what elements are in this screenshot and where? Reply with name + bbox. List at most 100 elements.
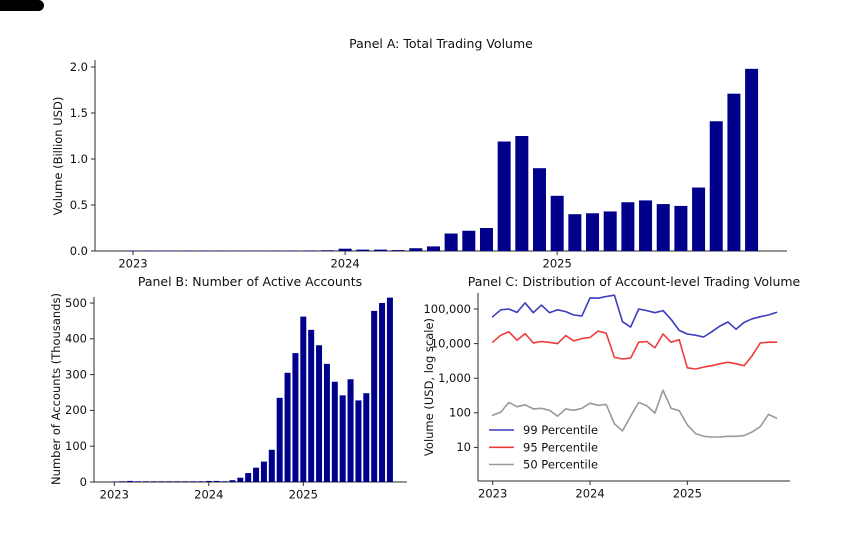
bar <box>166 481 173 482</box>
panel-b-title: Panel B: Number of Active Accounts <box>138 274 362 289</box>
bar <box>379 303 386 482</box>
bar <box>285 250 299 251</box>
x-tick-label: 2024 <box>330 257 359 271</box>
bar <box>134 481 141 482</box>
bar <box>656 204 670 251</box>
y-tick-label: 1,000 <box>438 371 471 385</box>
bar <box>338 248 352 251</box>
bar <box>568 214 582 251</box>
bar <box>144 250 158 251</box>
bar <box>268 449 275 482</box>
bar <box>639 200 653 251</box>
y-tick-label: 1.0 <box>70 152 88 166</box>
bar <box>253 467 260 482</box>
bar <box>182 481 189 482</box>
bar <box>229 480 236 482</box>
bar <box>373 249 387 251</box>
bar <box>356 249 370 251</box>
bar <box>237 477 244 482</box>
y-tick-label: 100,000 <box>423 302 471 316</box>
panel-a-ylabel: Volume (Billion USD) <box>51 97 65 216</box>
bar <box>111 481 118 482</box>
bar <box>621 202 635 251</box>
y-tick-label: 10,000 <box>431 336 471 350</box>
panel-c: Panel C: Distribution of Account-level T… <box>422 274 801 501</box>
bar <box>161 250 175 251</box>
series-line-99-percentile <box>491 294 778 338</box>
bar <box>267 250 281 251</box>
legend-label-99-percentile: 99 Percentile <box>523 423 598 437</box>
panel-c-plot: 100,000 10,000 1,000 100 10 2023 2024 2025 <box>423 293 790 501</box>
bar <box>515 136 529 251</box>
bar <box>276 397 283 482</box>
bar <box>142 481 149 482</box>
x-tick-label: 2025 <box>543 257 572 271</box>
bar <box>119 481 126 482</box>
bar <box>158 481 165 482</box>
bar <box>355 400 362 482</box>
x-tick-label: 2023 <box>478 487 507 501</box>
panel-a-title: Panel A: Total Trading Volume <box>349 36 533 51</box>
bar <box>245 473 252 482</box>
bar <box>284 372 291 482</box>
panel-b-plot: 0 100 200 300 400 500 2023 2024 2025 <box>65 296 407 502</box>
bar <box>497 141 511 251</box>
panel-c-title: Panel C: Distribution of Account-level T… <box>468 274 801 289</box>
y-tick-label: 1.5 <box>70 106 88 120</box>
bar <box>174 481 181 482</box>
x-tick-label: 2024 <box>575 487 604 501</box>
x-tick-label: 2025 <box>673 487 702 501</box>
bar <box>179 250 193 251</box>
bar <box>320 250 334 251</box>
panel-b-ylabel: Number of Accounts (Thousands) <box>49 293 63 485</box>
legend: 99 Percentile 95 Percentile 50 Percentil… <box>489 423 598 472</box>
bar <box>550 195 564 251</box>
series-line-95-percentile <box>491 330 778 370</box>
bar <box>444 233 458 251</box>
bar <box>479 228 493 251</box>
bar <box>692 187 706 251</box>
bar <box>603 211 617 251</box>
y-tick-label: 500 <box>65 296 87 310</box>
panel-a-plot: 0.0 0.5 1.0 1.5 2.0 2023 2024 2025 <box>70 60 787 271</box>
bar <box>190 481 197 482</box>
y-tick-label: 100 <box>449 406 471 420</box>
bar <box>709 121 723 251</box>
bar <box>308 329 315 482</box>
y-tick-label: 10 <box>456 440 471 454</box>
x-tick-label: 2023 <box>100 488 129 502</box>
bar <box>586 213 600 251</box>
y-tick-label: 400 <box>65 332 87 346</box>
bar <box>533 168 546 251</box>
bar <box>197 250 211 251</box>
bar <box>331 381 338 482</box>
y-tick-label: 0 <box>80 475 87 489</box>
bar <box>300 316 307 482</box>
bar <box>127 480 134 482</box>
bar <box>363 393 370 482</box>
bar <box>462 230 476 251</box>
panel-a: Panel A: Total Trading Volume Volume (Bi… <box>51 36 787 271</box>
bar <box>213 480 220 482</box>
legend-label-95-percentile: 95 Percentile <box>523 440 598 454</box>
bar <box>150 481 157 482</box>
x-tick-label: 2023 <box>118 257 147 271</box>
bar <box>292 353 299 482</box>
bar <box>386 297 393 482</box>
bar <box>205 480 212 482</box>
y-tick-label: 0.5 <box>70 198 88 212</box>
bar <box>339 395 346 482</box>
legend-label-50-percentile: 50 Percentile <box>523 458 598 472</box>
bar <box>197 481 204 482</box>
bar <box>221 481 228 482</box>
bar <box>316 345 323 482</box>
y-tick-label: 0.0 <box>70 244 88 258</box>
bar <box>250 250 264 251</box>
bar <box>391 250 405 251</box>
bar <box>214 250 228 251</box>
bar <box>347 379 354 482</box>
bar <box>126 250 140 251</box>
panel-b: Panel B: Number of Active Accounts Numbe… <box>49 274 407 502</box>
